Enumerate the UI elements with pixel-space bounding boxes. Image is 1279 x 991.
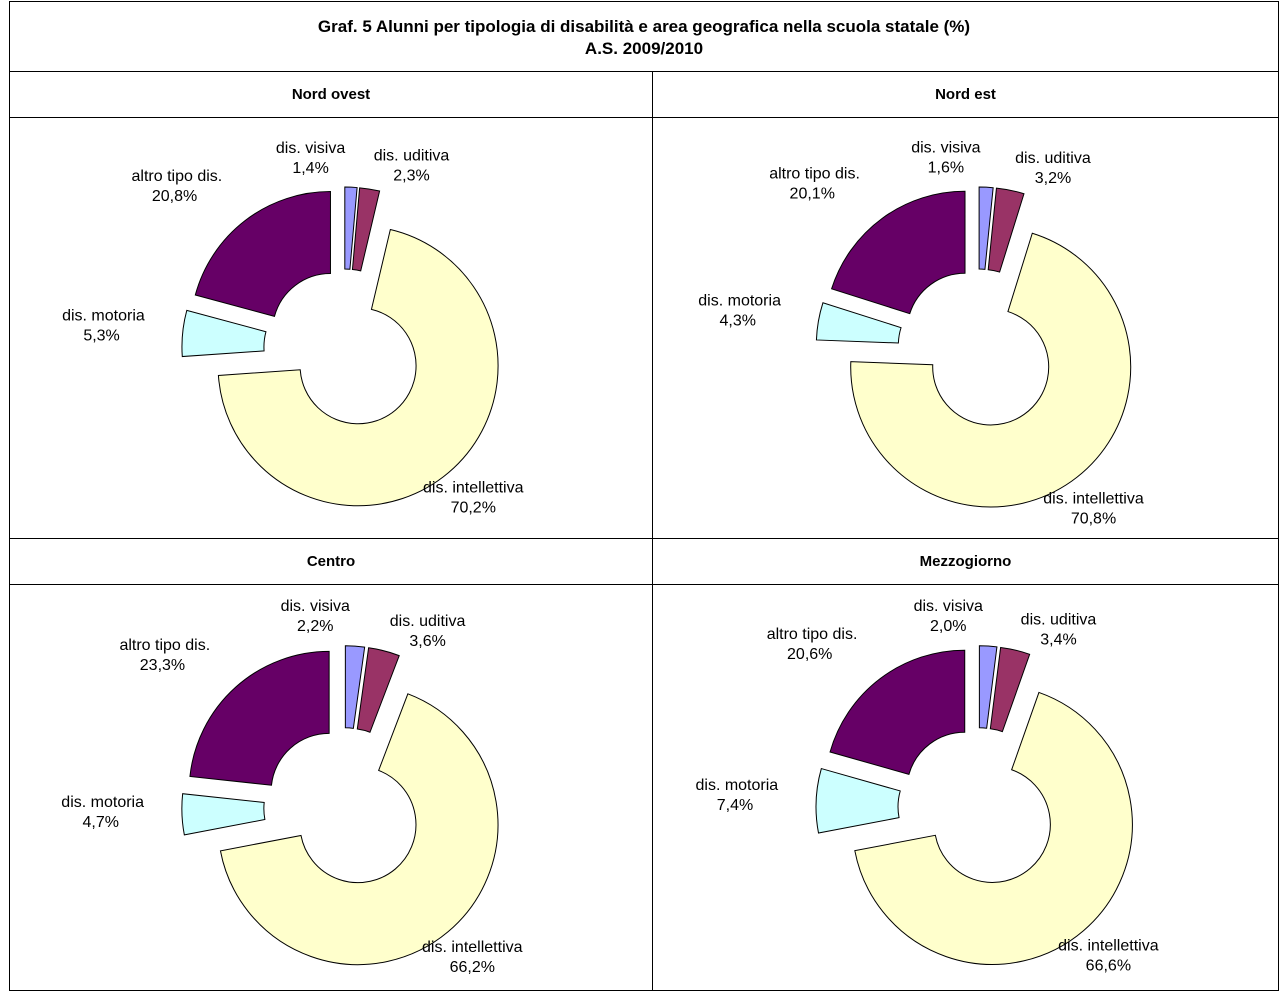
donut-chart: dis. visiva 2,0% dis. uditiva 3,4% dis. inte…	[695, 598, 1159, 974]
donut-slice	[181, 309, 267, 358]
donut-slice	[987, 187, 1025, 273]
donut-slice	[815, 767, 901, 834]
donut-slice	[344, 645, 366, 729]
slice-value: 3,4%	[1040, 631, 1076, 648]
slice-label: dis. intellettiva	[422, 939, 523, 956]
donut-slice	[181, 793, 266, 836]
slice-value: 23,3%	[140, 657, 185, 674]
slice-value: 4,7%	[83, 814, 119, 831]
slice-label: dis. visiva	[281, 598, 350, 615]
donut-slice	[830, 190, 966, 315]
donut-chart: dis. visiva 1,4% dis. uditiva 2,3% dis. inte…	[62, 140, 524, 517]
slice-value: 2,0%	[930, 618, 966, 635]
slice-label: dis. motoria	[698, 293, 781, 310]
slice-label: dis. uditiva	[390, 613, 466, 630]
donut-chart: dis. visiva 1,6% dis. uditiva 3,2% dis. inte…	[698, 140, 1144, 528]
slice-value: 5,3%	[83, 328, 119, 345]
slice-label: dis. uditiva	[374, 147, 450, 164]
slice-label: altro tipo dis.	[767, 626, 858, 643]
chart-title: Graf. 5 Alunni per tipologia di disabili…	[317, 17, 971, 36]
chart-frame: Graf. 5 Alunni per tipologia di disabili…	[9, 1, 1279, 991]
slice-label: dis. intellettiva	[1058, 937, 1159, 954]
donut-slice	[989, 646, 1031, 733]
slice-value: 70,2%	[451, 499, 496, 516]
slice-value: 20,6%	[787, 646, 832, 663]
donut-slice	[189, 650, 330, 786]
slice-value: 66,2%	[450, 959, 495, 976]
slice-value: 7,4%	[717, 797, 753, 814]
chart-subtitle: A.S. 2009/2010	[584, 39, 704, 58]
donut-slice	[829, 649, 966, 775]
donut-slice	[194, 191, 331, 318]
donut-slice	[978, 645, 998, 729]
slice-value: 2,3%	[393, 167, 429, 184]
donut-slice	[351, 187, 381, 272]
slice-value: 70,8%	[1071, 510, 1116, 527]
donut-slice	[815, 302, 902, 344]
slice-value: 20,8%	[152, 188, 197, 205]
slice-value: 3,6%	[409, 633, 445, 650]
divider	[10, 538, 1278, 539]
slice-label: dis. motoria	[62, 308, 145, 325]
slice-value: 2,2%	[297, 618, 333, 635]
slice-value: 20,1%	[790, 186, 835, 203]
slice-label: dis. visiva	[911, 140, 980, 157]
donut-slice	[854, 691, 1133, 965]
title-block: Graf. 5 Alunni per tipologia di disabili…	[10, 2, 1278, 72]
slice-value: 1,6%	[928, 160, 964, 177]
slice-label: dis. intellettiva	[423, 479, 524, 496]
slice-label: altro tipo dis.	[769, 166, 860, 183]
slice-label: dis. uditiva	[1015, 150, 1091, 167]
donut-chart: dis. visiva 2,2% dis. uditiva 3,6% dis. inte…	[61, 598, 523, 976]
donut-slice	[344, 186, 358, 270]
slice-value: 1,4%	[292, 160, 328, 177]
donut-slice	[217, 228, 499, 507]
panel-title: Nord ovest	[10, 72, 652, 118]
slice-value: 4,3%	[720, 313, 756, 330]
slice-label: altro tipo dis.	[132, 168, 223, 185]
slice-label: dis. intellettiva	[1043, 490, 1144, 507]
panel-title: Mezzogiorno	[653, 539, 1278, 585]
slice-label: dis. visiva	[276, 140, 345, 157]
slice-label: dis. motoria	[695, 777, 778, 794]
slice-label: dis. motoria	[61, 794, 144, 811]
donut-slice	[219, 693, 499, 966]
slice-value: 66,6%	[1086, 957, 1131, 974]
donut-slice	[850, 232, 1132, 508]
panel-title: Nord est	[653, 72, 1278, 118]
slice-label: dis. uditiva	[1021, 611, 1097, 628]
panel-title: Centro	[10, 539, 652, 585]
donut-slice	[978, 186, 994, 270]
divider	[652, 72, 653, 990]
donut-slice	[356, 647, 400, 733]
slice-label: dis. visiva	[914, 598, 983, 615]
slice-value: 3,2%	[1035, 170, 1071, 187]
slice-label: altro tipo dis.	[119, 637, 210, 654]
